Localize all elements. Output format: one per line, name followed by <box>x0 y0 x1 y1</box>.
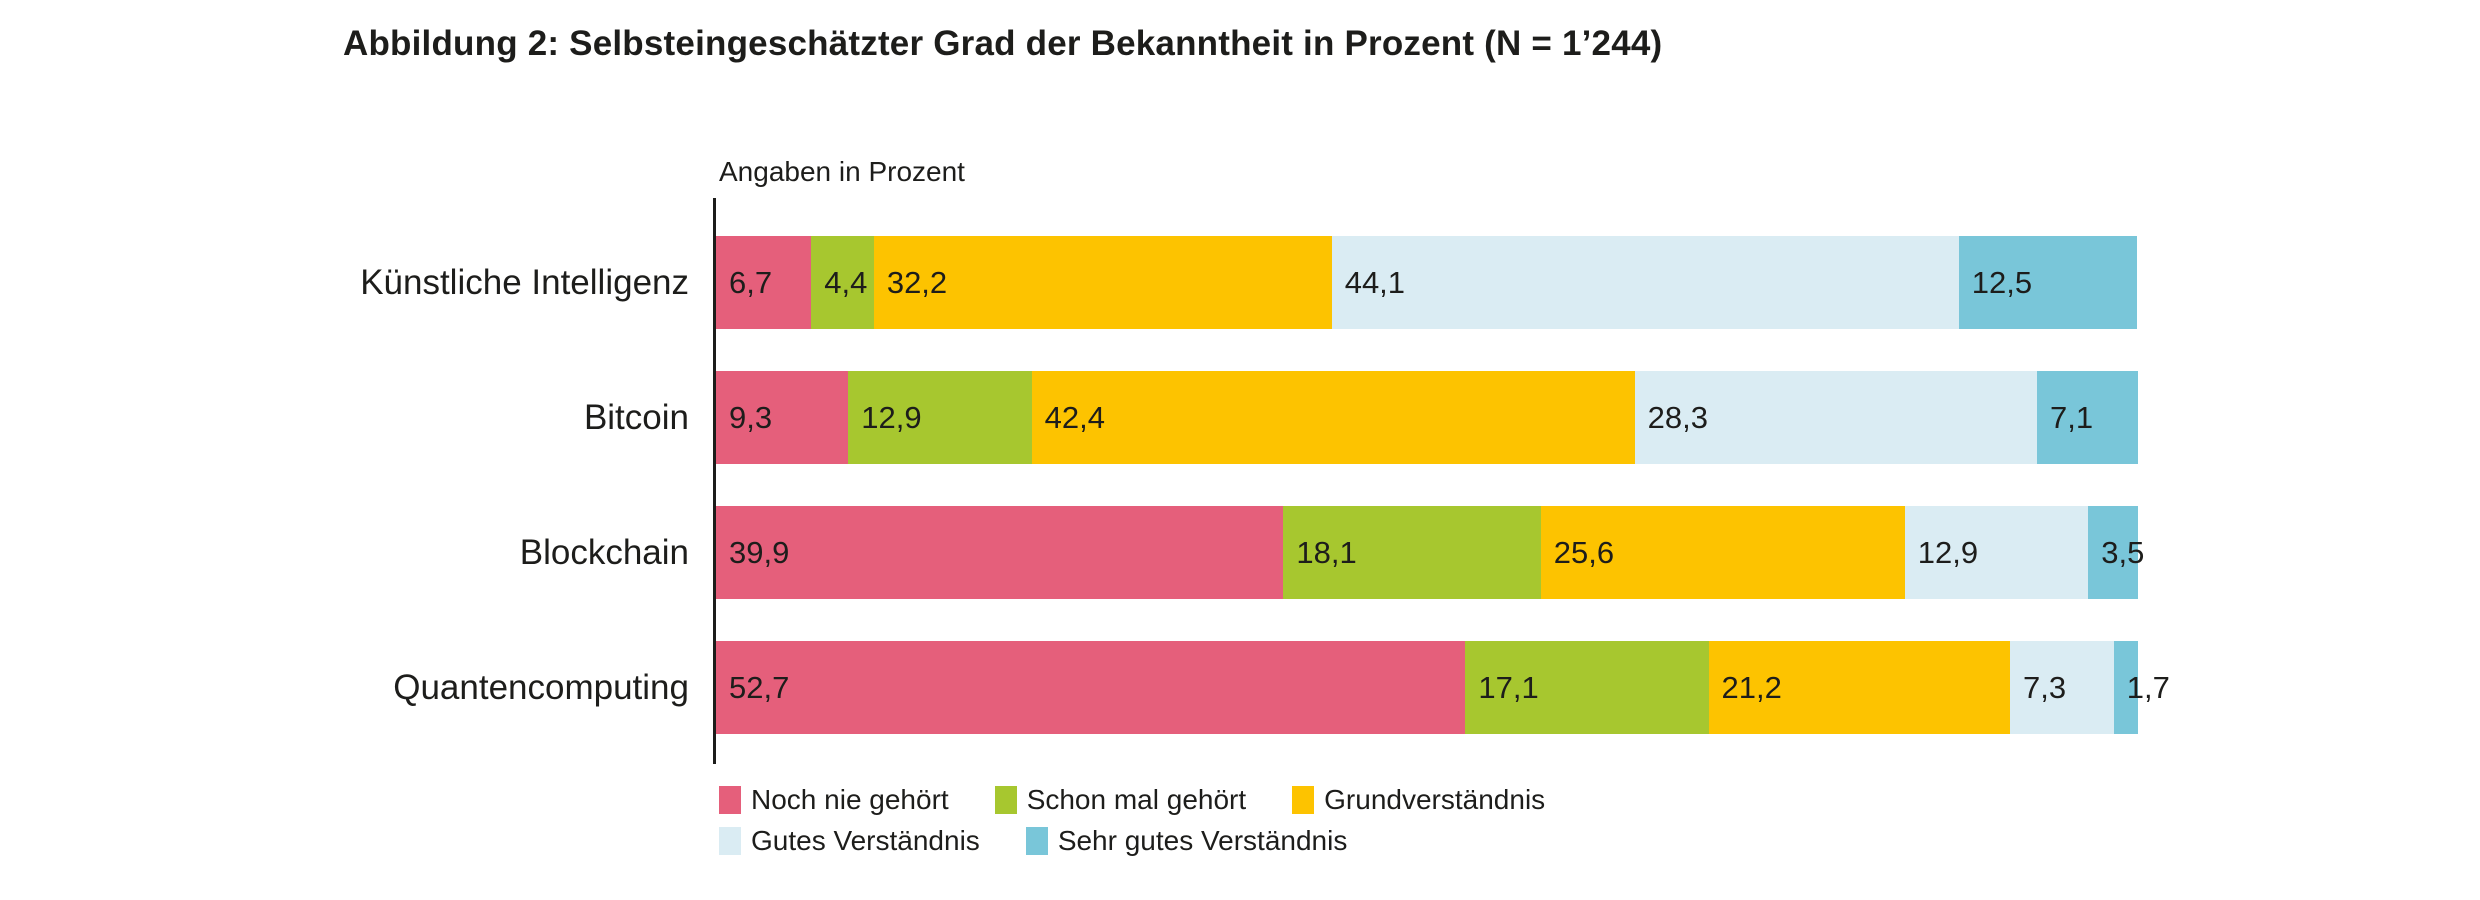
segment-value-label: 28,3 <box>1647 399 1708 435</box>
legend: Noch nie gehört Schon mal gehört Grundvers… <box>719 784 1545 857</box>
stacked-bar: 9,3 12,9 42,4 28,3 7,1 <box>716 371 2138 464</box>
bar-segment: 7,3 <box>2010 641 2114 734</box>
segment-value-label: 17,1 <box>1478 669 1539 705</box>
legend-label: Grundverständnis <box>1324 784 1546 815</box>
legend-item: Sehr gutes Verständnis <box>1025 825 1348 857</box>
legend-swatch-icon <box>994 786 1017 814</box>
bar-segment: 21,2 <box>1708 641 2010 734</box>
legend-label: Noch nie gehört <box>751 784 949 815</box>
category-label: Quantencomputing <box>393 667 689 707</box>
legend-label: Gutes Verständnis <box>751 825 980 856</box>
plot-area: Künstliche Intelligenz 6,7 4,4 32,2 44,1 12,5… <box>360 198 2170 764</box>
segment-value-label: 25,6 <box>1553 534 1615 570</box>
bar-segment: 17,1 <box>1465 641 1709 734</box>
segment-value-label: 44,1 <box>1344 264 1406 300</box>
segment-value-label: 9,3 <box>729 399 773 435</box>
legend-item: Noch nie gehört <box>719 784 949 816</box>
segment-value-label: 4,4 <box>824 264 868 300</box>
segment-value-label: 12,5 <box>1971 264 2033 300</box>
category-label: Künstliche Intelligenz <box>360 262 689 302</box>
category-label: Blockchain <box>519 532 689 572</box>
stacked-bar: 52,7 17,1 21,2 7,3 1,7 <box>716 641 2170 734</box>
bar-row: Quantencomputing 52,7 17,1 21,2 7,3 1,7 <box>393 641 2170 734</box>
legend-swatch-icon <box>719 786 741 814</box>
segment-value-label: 1,7 <box>2126 669 2170 705</box>
bar-segment: 52,7 <box>716 641 1466 734</box>
segment-value-label: 18,1 <box>1296 534 1357 570</box>
stacked-bar: 39,9 18,1 25,6 12,9 3,5 <box>716 506 2144 599</box>
bar-segment: 6,7 <box>716 236 812 329</box>
legend-row: Gutes Verständnis Sehr gutes Verständnis <box>719 825 1545 857</box>
axis-note: Angaben in Prozent <box>719 156 965 187</box>
legend-row: Noch nie gehört Schon mal gehört Grundvers… <box>719 784 1545 816</box>
segment-value-label: 21,2 <box>1721 669 1782 705</box>
bar-segment: 28,3 <box>1634 371 2038 464</box>
segment-value-label: 39,9 <box>729 534 790 570</box>
segment-value-label: 12,9 <box>1917 534 1979 570</box>
bar-segment: 7,1 <box>2037 371 2138 464</box>
legend-label: Sehr gutes Verständnis <box>1057 825 1348 856</box>
bar-segment: 4,4 <box>811 236 874 329</box>
bar-segment: 25,6 <box>1540 506 1905 599</box>
segment-value-label: 42,4 <box>1044 399 1106 435</box>
bar-row: Blockchain 39,9 18,1 25,6 12,9 3,5 <box>520 506 2144 599</box>
legend-swatch-icon <box>1292 786 1315 814</box>
legend-swatch-icon <box>1025 827 1048 855</box>
bar-segment: 12,5 <box>1958 236 2137 329</box>
bar-row: Künstliche Intelligenz 6,7 4,4 32,2 44,1 12,5 <box>360 236 2143 329</box>
bar-row: Bitcoin 9,3 12,9 42,4 28,3 7,1 <box>584 371 2143 464</box>
segment-value-label: 7,1 <box>2050 399 2094 435</box>
segment-value-label: 52,7 <box>729 669 790 705</box>
legend-item: Grundverständnis <box>1292 784 1545 816</box>
bar-segment: 39,9 <box>716 506 1284 599</box>
bar-segment: 18,1 <box>1283 506 1541 599</box>
legend-label: Schon mal gehört <box>1026 784 1247 815</box>
segment-value-label: 3,5 <box>2101 534 2145 570</box>
bar-segment: 12,9 <box>1904 506 2089 599</box>
bar-segment: 44,1 <box>1331 236 1959 329</box>
segment-value-label: 6,7 <box>729 264 773 300</box>
category-label: Bitcoin <box>583 397 689 437</box>
bar-segment: 12,9 <box>848 371 1032 464</box>
bar-segment: 42,4 <box>1031 371 1635 464</box>
stacked-bar: 6,7 4,4 32,2 44,1 12,5 <box>716 236 2138 329</box>
legend-swatch-icon <box>719 827 741 855</box>
legend-item: Schon mal gehört <box>994 784 1247 816</box>
segment-value-label: 12,9 <box>861 399 922 435</box>
figure-title: Abbildung 2: Selbsteingeschätzter Grad d… <box>343 24 1663 63</box>
segment-value-label: 7,3 <box>2023 669 2067 705</box>
segment-value-label: 32,2 <box>886 264 948 300</box>
legend-item: Gutes Verständnis <box>719 825 980 857</box>
bar-segment: 9,3 <box>716 371 849 464</box>
bar-segment: 3,5 <box>2088 506 2144 599</box>
bar-segment: 32,2 <box>873 236 1332 329</box>
bar-segment: 1,7 <box>2113 641 2170 734</box>
